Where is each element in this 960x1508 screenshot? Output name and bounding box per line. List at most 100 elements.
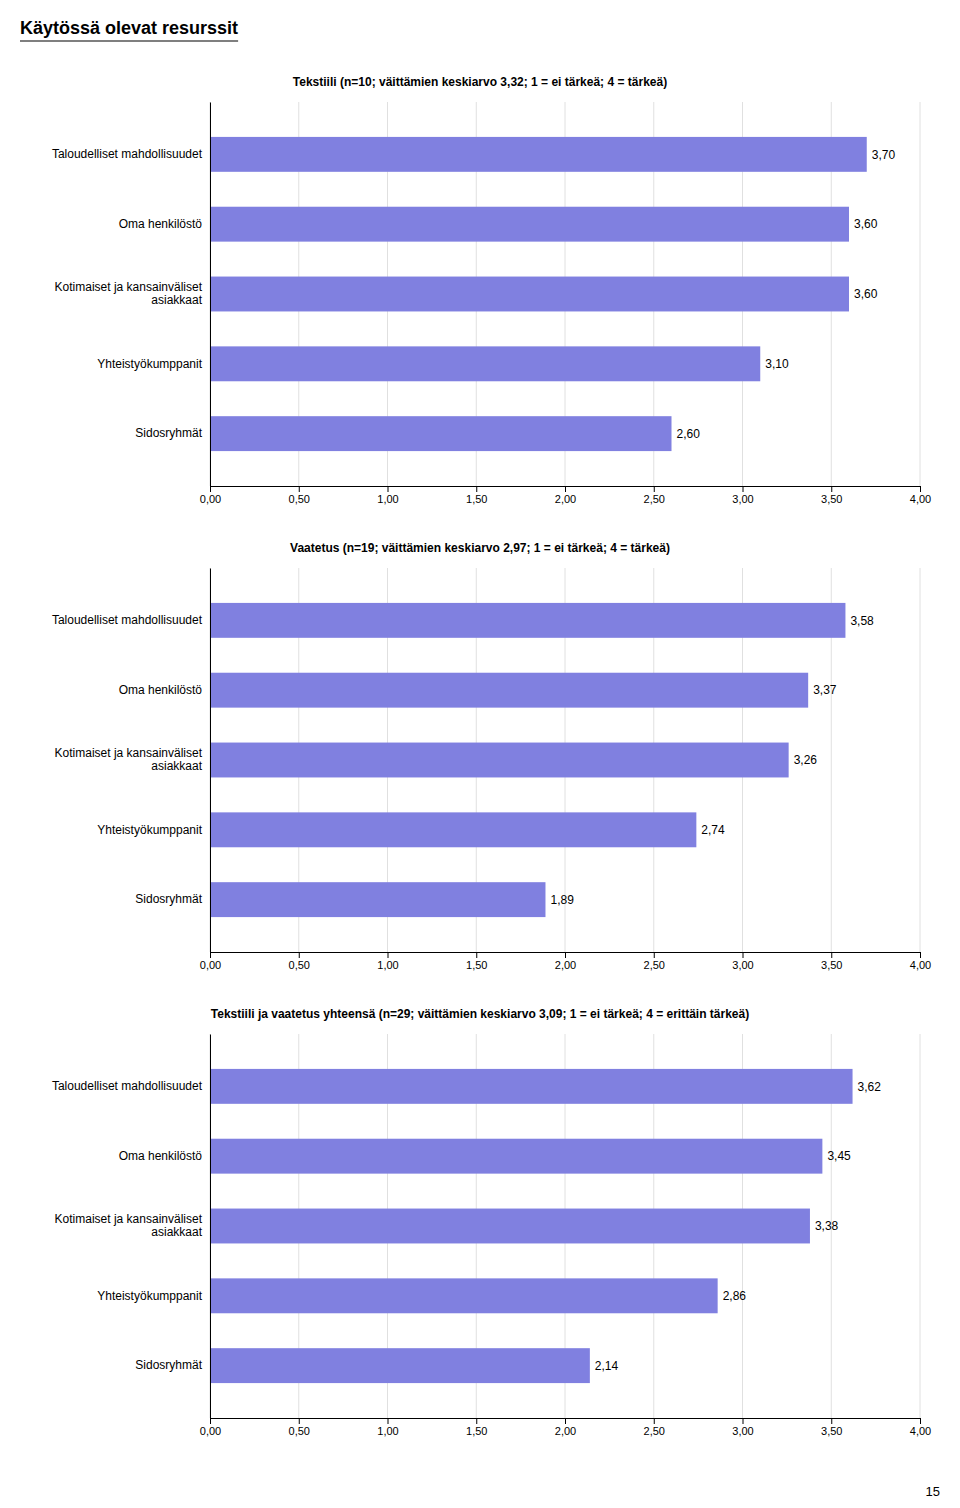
- plot: 3,583,373,262,741,890,000,501,001,502,00…: [52, 568, 931, 971]
- tick-mark: [831, 486, 832, 492]
- x-tick: 0,50: [289, 486, 310, 505]
- bar: [210, 673, 808, 708]
- x-axis: 0,000,501,001,502,002,503,003,504,00: [200, 486, 931, 505]
- category-label-line: Kotimaiset ja kansainväliset: [55, 1212, 203, 1226]
- y-tick: Oma henkilöstö: [119, 683, 210, 697]
- y-tick: Oma henkilöstö: [119, 1149, 210, 1163]
- tick-mark: [299, 486, 300, 492]
- tick-mark: [654, 952, 655, 958]
- data-label: 2,86: [723, 1289, 747, 1303]
- page: Käytössä olevat resurssit15Tekstiili (n=…: [0, 0, 960, 1508]
- bar: [210, 1139, 822, 1174]
- x-tick: 1,50: [466, 486, 487, 505]
- x-tick: 4,00: [910, 1418, 931, 1437]
- bar: [210, 603, 845, 638]
- y-tick: Yhteistyökumppanit: [97, 357, 210, 371]
- tick-mark: [388, 486, 389, 492]
- chart-title: Tekstiili ja vaatetus yhteensä (n=29; vä…: [211, 1007, 749, 1021]
- x-axis: 0,000,501,001,502,002,503,003,504,00: [200, 1418, 931, 1437]
- axis-domain: [210, 1035, 211, 1419]
- x-tick: 3,00: [732, 1418, 753, 1437]
- data-label: 3,62: [858, 1080, 882, 1094]
- axis-domain: [210, 103, 211, 487]
- x-tick: 1,00: [377, 952, 398, 971]
- y-tick: Kotimaiset ja kansainvälisetasiakkaat: [55, 746, 210, 773]
- tick-label: 2,00: [555, 959, 576, 971]
- x-tick: 3,50: [821, 952, 842, 971]
- category-label: Kotimaiset ja kansainvälisetasiakkaat: [55, 1212, 203, 1239]
- x-tick: 1,50: [466, 952, 487, 971]
- tick-mark: [210, 486, 211, 492]
- x-tick: 0,00: [200, 952, 221, 971]
- data-label: 3,45: [827, 1149, 851, 1163]
- tick-label: 1,50: [466, 1425, 487, 1437]
- bar: [210, 812, 696, 847]
- y-tick: Sidosryhmät: [135, 1358, 210, 1372]
- y-tick: Sidosryhmät: [135, 892, 210, 906]
- tick-mark: [831, 1418, 832, 1424]
- x-tick: 4,00: [910, 486, 931, 505]
- category-label-line: asiakkaat: [151, 1225, 202, 1239]
- y-axis: Taloudelliset mahdollisuudetOma henkilös…: [52, 1035, 211, 1419]
- category-label: Yhteistyökumppanit: [97, 823, 202, 837]
- data-label: 2,74: [701, 823, 725, 837]
- grid-line: [920, 1034, 921, 1418]
- tick-label: 1,00: [377, 1425, 398, 1437]
- y-tick: Kotimaiset ja kansainvälisetasiakkaat: [55, 1212, 210, 1239]
- tick-mark: [743, 952, 744, 958]
- category-label: Oma henkilöstö: [119, 1149, 203, 1163]
- grid: [210, 1034, 920, 1418]
- tick-mark: [920, 1418, 921, 1424]
- tick-label: 2,50: [644, 1425, 665, 1437]
- tick-label: 2,50: [644, 493, 665, 505]
- data-label: 2,14: [595, 1359, 619, 1373]
- tick-mark: [388, 952, 389, 958]
- tick-mark: [476, 486, 477, 492]
- category-label: Kotimaiset ja kansainvälisetasiakkaat: [55, 280, 203, 307]
- x-tick: 0,50: [289, 1418, 310, 1437]
- grid-line: [920, 568, 921, 952]
- y-tick: Yhteistyökumppanit: [97, 823, 210, 837]
- x-tick: 3,00: [732, 952, 753, 971]
- grid-line: [210, 568, 211, 952]
- tick-mark: [210, 1418, 211, 1424]
- tick-label: 2,00: [555, 493, 576, 505]
- x-axis: 0,000,501,001,502,002,503,003,504,00: [200, 952, 931, 971]
- tick-mark: [743, 486, 744, 492]
- tick-label: 0,00: [200, 493, 221, 505]
- category-label: Sidosryhmät: [135, 426, 202, 440]
- x-tick: 3,50: [821, 1418, 842, 1437]
- tick-label: 4,00: [910, 493, 931, 505]
- bar: [210, 743, 789, 778]
- tick-label: 1,50: [466, 493, 487, 505]
- y-tick: Kotimaiset ja kansainvälisetasiakkaat: [55, 280, 210, 307]
- y-tick: Yhteistyökumppanit: [97, 1289, 210, 1303]
- tick-mark: [210, 952, 211, 958]
- data-label: 1,89: [550, 893, 574, 907]
- y-tick: Taloudelliset mahdollisuudet: [52, 613, 210, 627]
- grid-line: [210, 102, 211, 486]
- tick-mark: [476, 1418, 477, 1424]
- chart-title: Tekstiili (n=10; väittämien keskiarvo 3,…: [293, 75, 667, 89]
- tick-label: 0,50: [289, 1425, 310, 1437]
- bar: [210, 207, 849, 242]
- x-tick: 2,50: [644, 952, 665, 971]
- plot: 3,703,603,603,102,600,000,501,001,502,00…: [52, 102, 931, 505]
- category-label: Kotimaiset ja kansainvälisetasiakkaat: [55, 746, 203, 773]
- tick-label: 4,00: [910, 959, 931, 971]
- tick-mark: [920, 486, 921, 492]
- bar: [210, 277, 849, 312]
- title-underline: [20, 40, 238, 41]
- tick-label: 3,00: [732, 493, 753, 505]
- axis-domain: [210, 569, 211, 953]
- chart-panel: Tekstiili (n=10; väittämien keskiarvo 3,…: [52, 75, 931, 505]
- x-tick: 1,50: [466, 1418, 487, 1437]
- data-label: 3,60: [854, 287, 878, 301]
- x-tick: 0,00: [200, 1418, 221, 1437]
- axis-domain: [211, 953, 921, 959]
- x-tick: 0,00: [200, 486, 221, 505]
- tick-mark: [388, 1418, 389, 1424]
- grid: [210, 568, 920, 952]
- category-label: Oma henkilöstö: [119, 683, 203, 697]
- category-label-line: asiakkaat: [151, 293, 202, 307]
